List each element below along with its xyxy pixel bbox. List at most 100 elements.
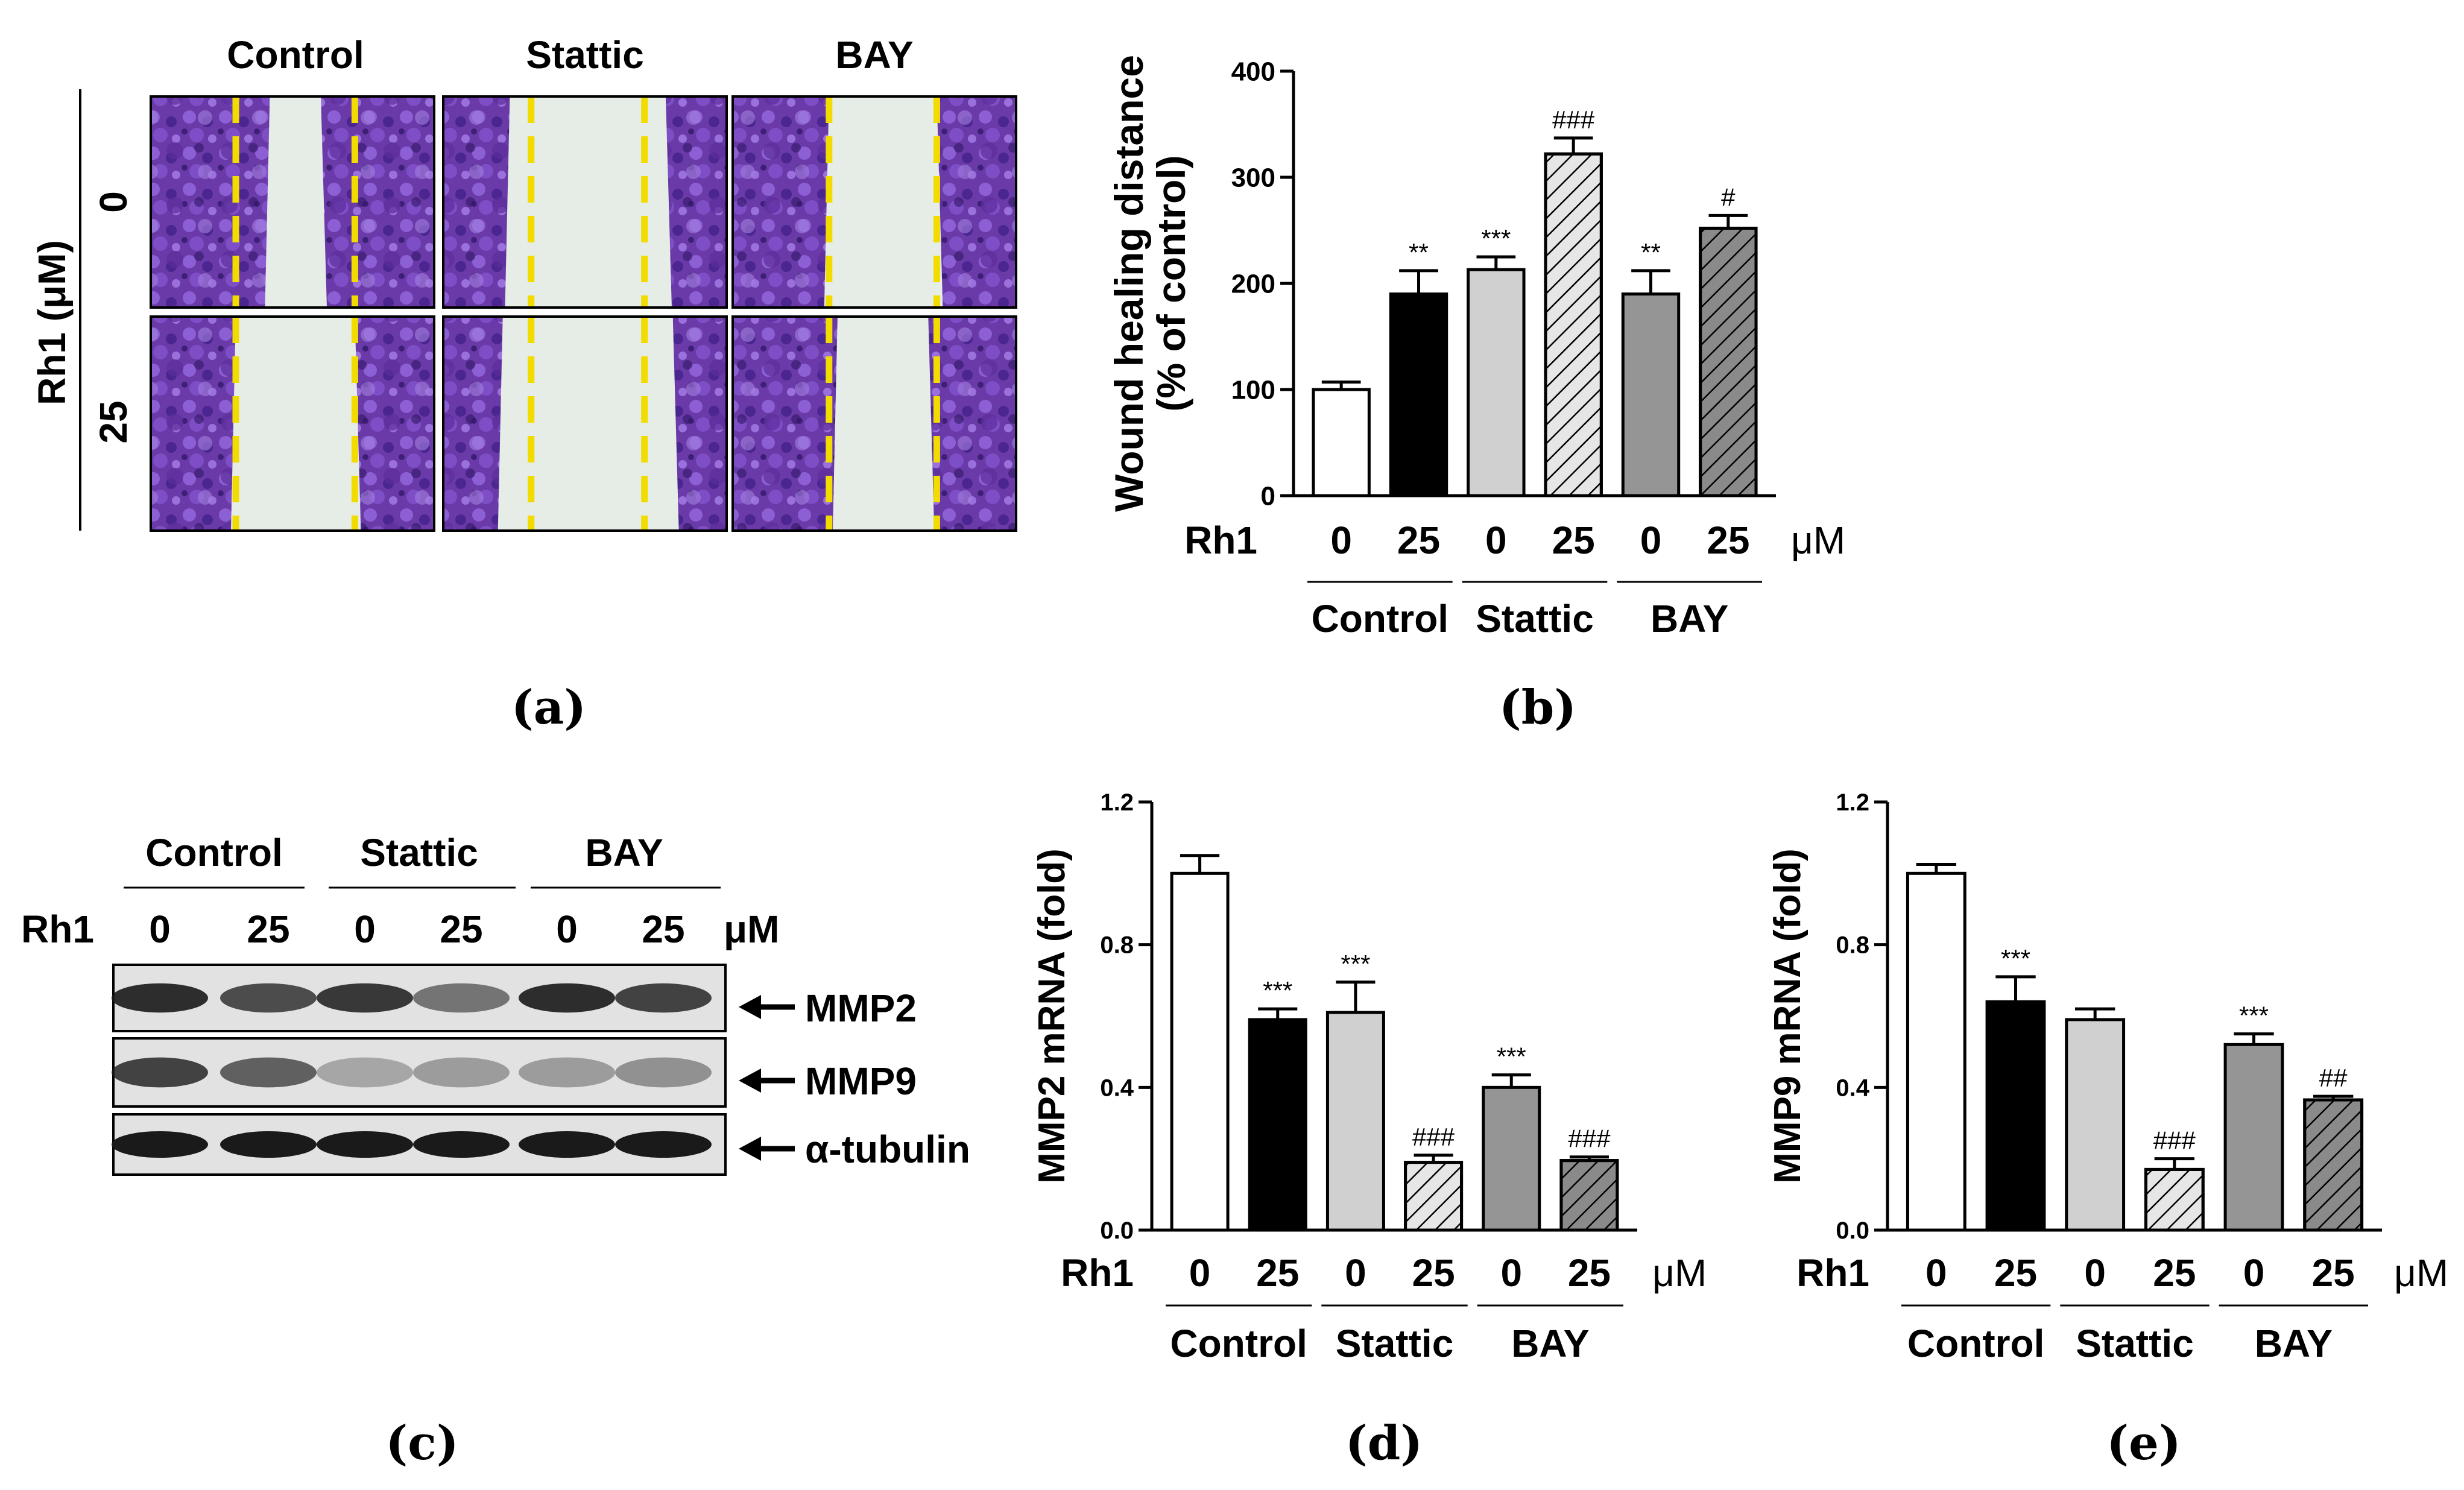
rh1-label: Rh1: [1184, 519, 1257, 562]
micrograph-r1-c1: [150, 95, 435, 309]
group-label-stattic: Stattic: [2076, 1322, 2194, 1365]
wb-col-title-stattic: Stattic: [360, 831, 478, 874]
y-tick-label: 0.4: [1836, 1075, 1869, 1101]
group-label-bay: BAY: [2255, 1322, 2333, 1365]
dose-label-1: 0: [1189, 1251, 1211, 1295]
wb-dose-5: 0: [556, 908, 578, 951]
significance-label-5: ***: [1497, 1043, 1526, 1071]
bar-3: [1325, 1011, 1385, 1232]
bar-3: [2065, 1018, 2126, 1232]
micrograph-frame: [731, 95, 1017, 309]
significance-label-6: #: [1721, 183, 1736, 211]
blot-band: [615, 1057, 712, 1088]
dose-label-2: 25: [1994, 1251, 2037, 1295]
bar-1: [1906, 871, 1966, 1232]
dose-label-6: 25: [2312, 1251, 2355, 1295]
wb-unit: μM: [724, 908, 779, 951]
rh1-label: Rh1: [1061, 1251, 1134, 1295]
bar-2: [1389, 292, 1448, 497]
blot-strip-tubulin: [112, 1113, 795, 1176]
y-tick-label: 300: [1231, 163, 1275, 192]
bar-5: [1621, 292, 1681, 497]
group-label-control: Control: [1312, 597, 1449, 640]
micrograph-r1-c3: [731, 95, 1017, 309]
y-tick-label: 400: [1231, 57, 1275, 86]
micrograph-r1-c2: [442, 95, 728, 309]
y-axis-label: MMP2 mRNA (fold): [1031, 848, 1073, 1184]
dose-label-4: 25: [1552, 519, 1595, 562]
scratch-gap: [265, 96, 327, 308]
group-label-control: Control: [1907, 1322, 2045, 1365]
bar-5: [2223, 1043, 2284, 1232]
wb-col-title-bay: BAY: [585, 831, 663, 874]
band-arrow-icon: [739, 1137, 761, 1161]
significance-label-6: ###: [1568, 1125, 1611, 1153]
bar-2: [1248, 1018, 1307, 1232]
wb-rh1-label: Rh1: [21, 908, 94, 951]
blot-strip-mmp2: [112, 964, 795, 1032]
bar-2: [1985, 1000, 2046, 1232]
significance-label-5: ***: [2239, 1002, 2269, 1030]
panel-c-western-blot: Control Stattic BAY Rh1 0 25 0 25 0 25 μ…: [21, 831, 970, 1471]
blot-band: [413, 983, 510, 1013]
wb-dose-2: 25: [247, 908, 289, 951]
bar-hatch-4: [1404, 1161, 1464, 1232]
dose-label-1: 0: [1925, 1251, 1947, 1295]
wb-dose-1: 0: [149, 908, 171, 951]
blot-band: [220, 983, 317, 1013]
group-label-bay: BAY: [1511, 1322, 1589, 1365]
dose-label-2: 25: [1397, 519, 1440, 562]
unit-label: μM: [2394, 1251, 2448, 1295]
bar-3: [1467, 268, 1526, 497]
blot-band: [413, 1131, 510, 1158]
dose-label-4: 25: [2153, 1251, 2196, 1295]
y-tick-label: 100: [1231, 375, 1275, 405]
y-tick-label: 0.8: [1100, 932, 1134, 959]
group-label-control: Control: [1170, 1322, 1307, 1365]
dose-label-4: 25: [1412, 1251, 1455, 1295]
bar-hatch-4: [2144, 1167, 2205, 1232]
wb-col-title-control: Control: [145, 831, 283, 874]
micrograph-r2-c2: [442, 315, 728, 532]
panel-d-mmp2-chart: 0.0 0.4 0.8 1.2 MMP2 mRNA (fold) *** *** ### ***…: [1031, 789, 1707, 1365]
micrograph-frame: [442, 95, 728, 309]
scratch-gap: [505, 96, 672, 308]
blot-band: [220, 1057, 317, 1088]
scratch-gap: [824, 96, 943, 308]
panel-e-mmp9-chart: 0.0 0.4 0.8 1.2 MMP9 mRNA (fold) *** ### *** ## R…: [1767, 789, 2448, 1365]
dose-label-5: 0: [2243, 1251, 2265, 1295]
panel-a-col-title-stattic: Stattic: [526, 33, 644, 77]
group-label-stattic: Stattic: [1476, 597, 1594, 640]
dose-label-1: 0: [1330, 519, 1352, 562]
bar-hatch-6: [2303, 1098, 2364, 1232]
group-label-stattic: Stattic: [1336, 1322, 1454, 1365]
panel-a-col-title-bay: BAY: [835, 33, 913, 77]
panel-a-side-label: Rh1 (μM): [30, 240, 74, 405]
dose-label-3: 0: [1345, 1251, 1366, 1295]
unit-label: μM: [1791, 519, 1845, 562]
blot-band: [317, 1057, 413, 1088]
wb-dose-6: 25: [642, 908, 684, 951]
panel-label-e: (e): [2106, 1416, 2181, 1471]
scratch-gap: [832, 317, 935, 531]
blot-band: [220, 1131, 317, 1158]
blot-band: [317, 983, 413, 1013]
dose-label-3: 0: [2084, 1251, 2106, 1295]
significance-label-4: ###: [1412, 1123, 1455, 1151]
panel-label-b: (b): [1499, 680, 1576, 735]
micrograph-r2-c1: [150, 315, 435, 532]
dose-label-6: 25: [1707, 519, 1749, 562]
blot-band: [112, 1131, 208, 1158]
blot-band: [519, 1057, 615, 1088]
significance-label-3: ***: [1341, 950, 1370, 978]
panel-b-wound-chart: 0 100 200 300 400 Wound healing distance(% of…: [1107, 55, 1845, 640]
band-arrow-icon: [739, 1069, 761, 1093]
significance-label-4: ###: [1552, 106, 1595, 134]
bar-hatch-6: [1559, 1159, 1619, 1232]
dose-label-6: 25: [1568, 1251, 1611, 1295]
wb-dose-3: 0: [354, 908, 376, 951]
dose-label-3: 0: [1485, 519, 1507, 562]
micrograph-frame: [150, 315, 435, 532]
bar-5: [1482, 1085, 1541, 1232]
micrograph-frame: [150, 95, 435, 309]
